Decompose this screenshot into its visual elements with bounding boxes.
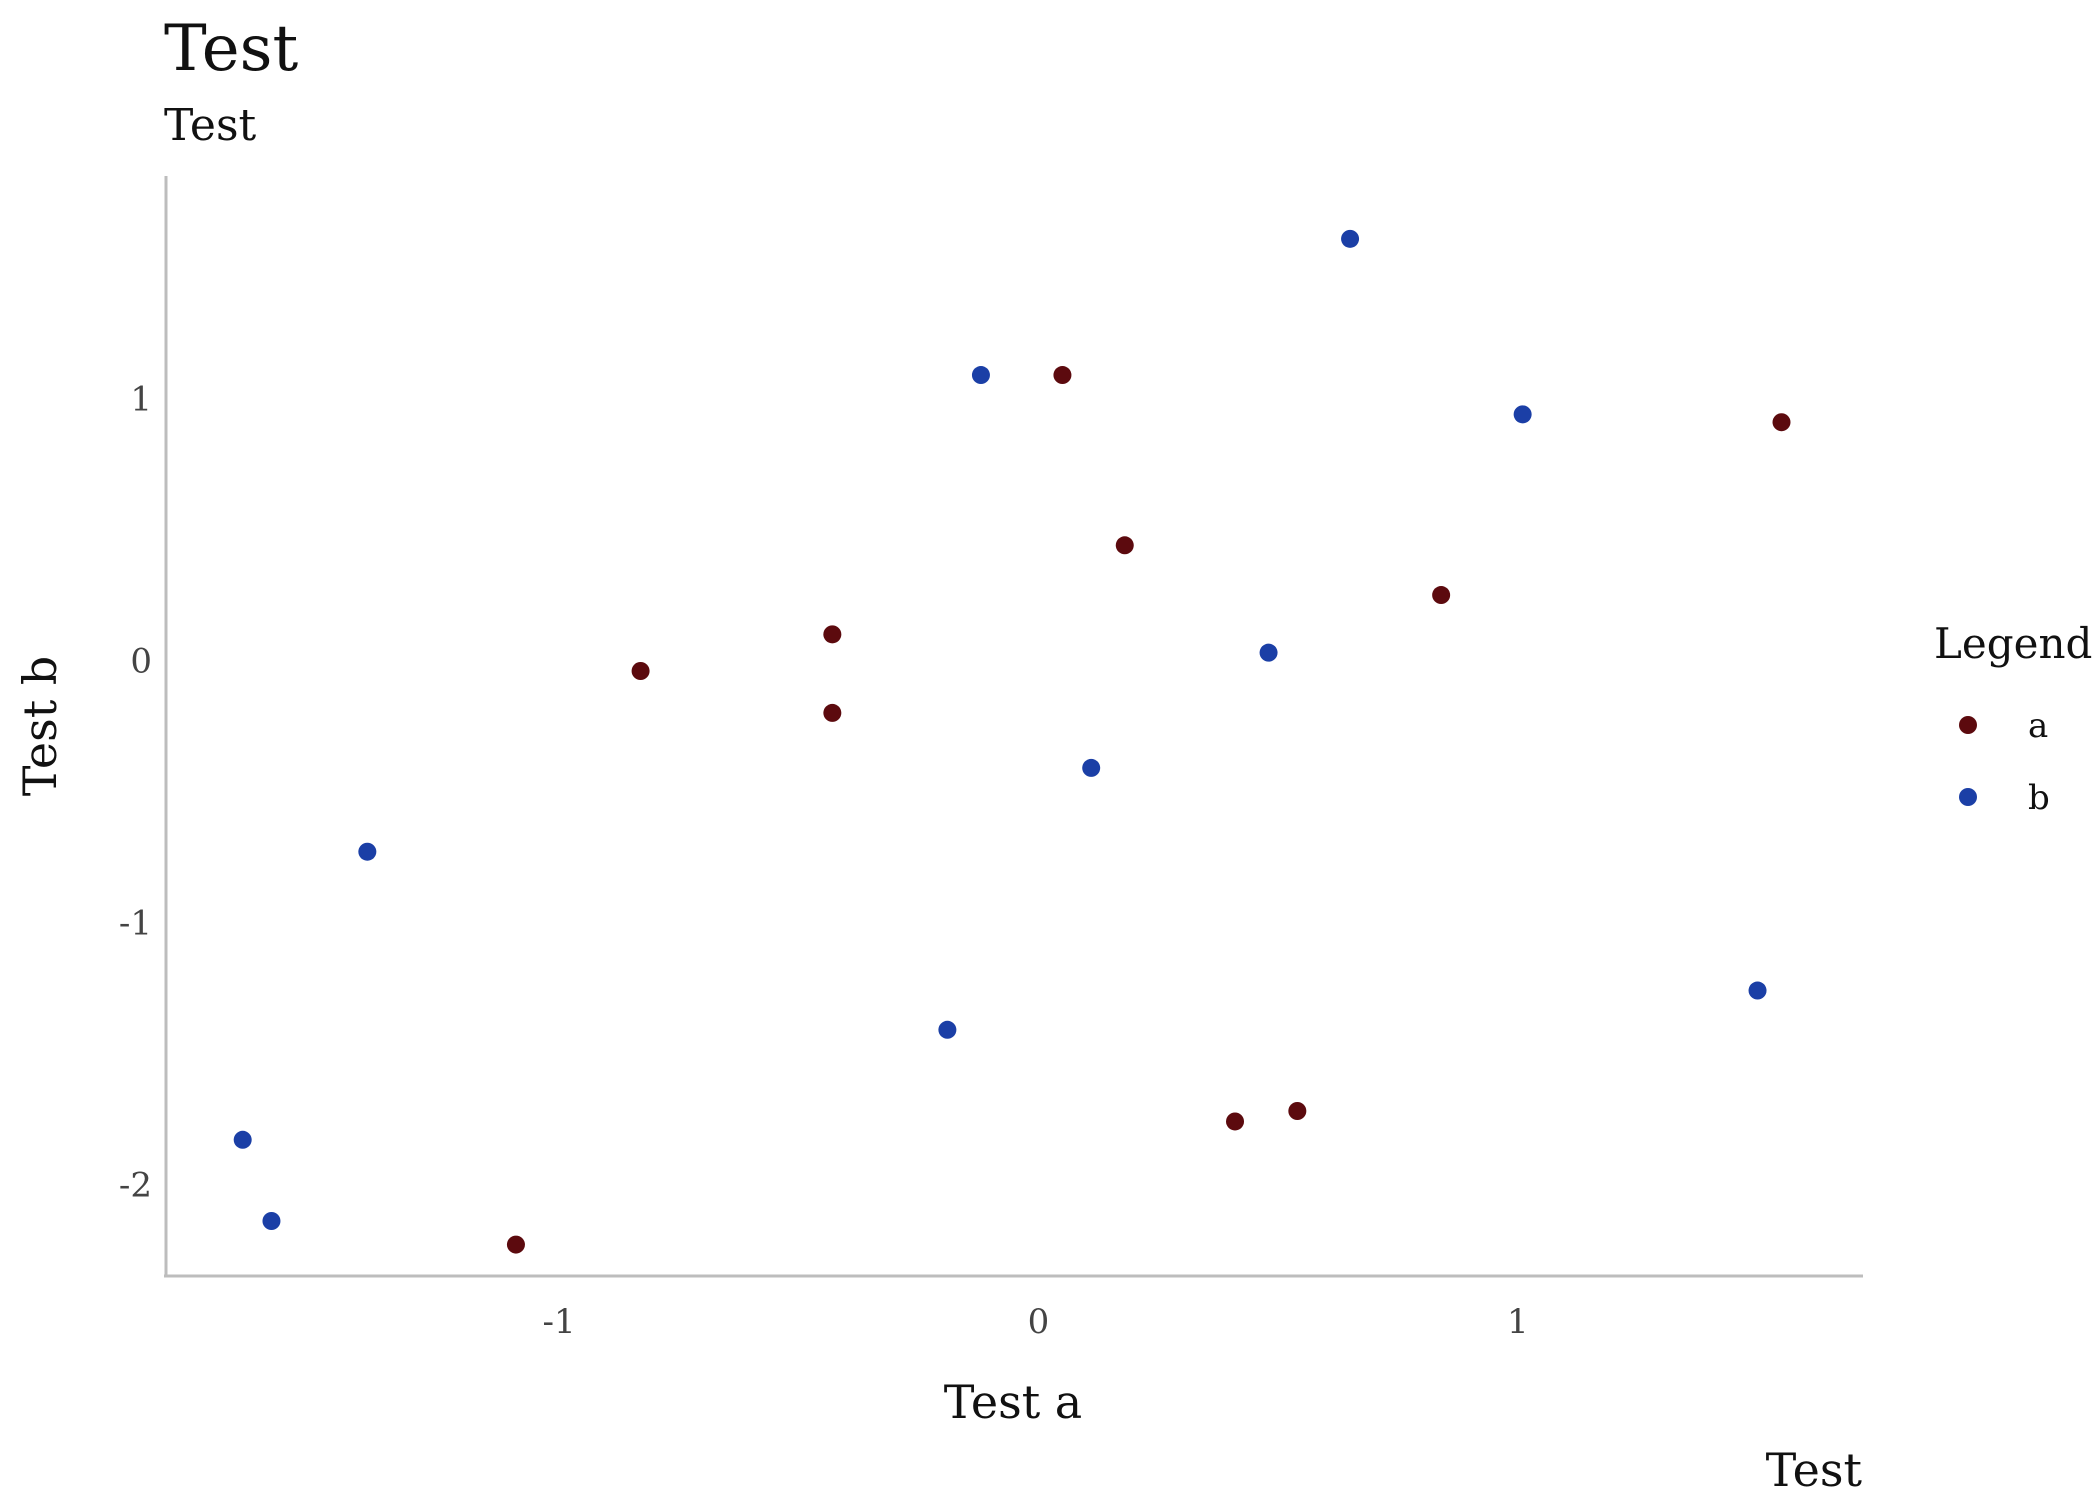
data-point-b <box>358 842 377 861</box>
chart-subtitle: Test <box>164 100 257 151</box>
data-point-a <box>1772 413 1791 432</box>
y-tick-label: 0 <box>130 642 152 682</box>
x-tick-label: -1 <box>543 1302 576 1342</box>
legend-items: ab <box>1959 706 2050 818</box>
data-point-b <box>233 1130 252 1149</box>
chart-title: Test <box>164 12 298 86</box>
data-point-a <box>1288 1102 1307 1120</box>
data-point-a <box>823 703 842 722</box>
legend-key-a <box>1959 716 1977 734</box>
data-point-b <box>1513 405 1532 424</box>
y-tick-label: -1 <box>119 903 152 943</box>
data-point-a <box>823 625 842 644</box>
data-point-a <box>1432 586 1451 605</box>
y-tick-labels: -2 -1 0 1 <box>119 380 152 1206</box>
data-point-b <box>1259 643 1278 662</box>
legend-title: Legend <box>1934 619 2092 668</box>
legend: Legend ab <box>1934 619 2092 818</box>
chart-caption: Test <box>1766 1443 1863 1497</box>
data-point-b <box>1341 229 1360 248</box>
x-tick-label: 1 <box>1507 1302 1529 1342</box>
data-point-b <box>1748 981 1767 1000</box>
x-axis-label: Test a <box>944 1375 1082 1429</box>
data-point-a <box>631 662 650 680</box>
data-points <box>233 229 1791 1254</box>
y-tick-label: 1 <box>130 380 152 420</box>
data-point-a <box>1053 366 1072 385</box>
x-tick-label: 0 <box>1028 1302 1050 1342</box>
y-tick-label: -2 <box>119 1165 152 1205</box>
legend-label-a: a <box>2028 706 2048 746</box>
data-point-a <box>506 1235 525 1254</box>
data-point-b <box>938 1020 957 1039</box>
legend-key-b <box>1959 788 1977 806</box>
data-point-b <box>262 1212 281 1230</box>
legend-label-b: b <box>2028 778 2050 818</box>
data-point-b <box>1082 758 1101 777</box>
data-point-a <box>1115 536 1134 555</box>
y-axis-label: Test b <box>13 656 67 797</box>
data-point-b <box>971 366 990 385</box>
data-point-a <box>1226 1112 1245 1131</box>
x-tick-labels: -1 0 1 <box>543 1302 1529 1342</box>
